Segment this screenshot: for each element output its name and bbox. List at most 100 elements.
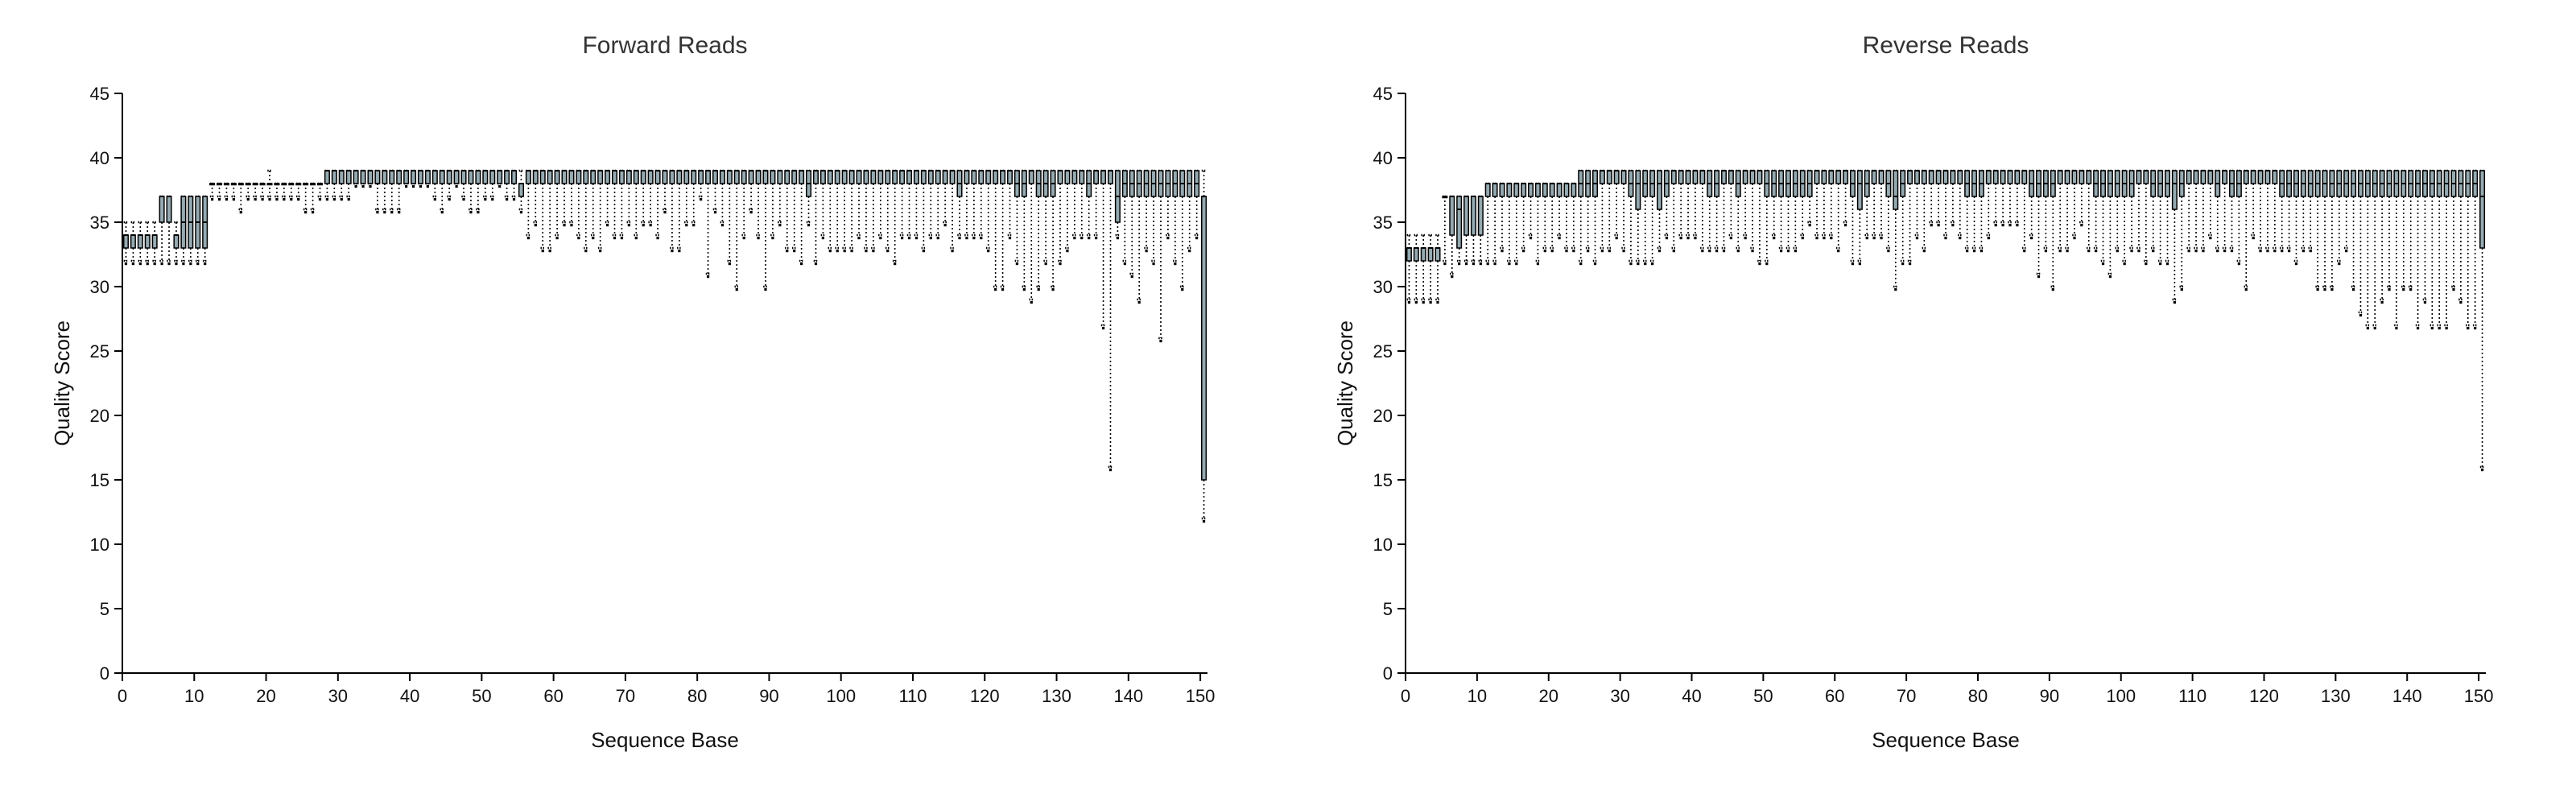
min-marker (671, 250, 674, 253)
iqr-box (2071, 170, 2078, 184)
y-axis-label: Quality Score (50, 320, 74, 446)
iqr-box (411, 170, 417, 184)
iqr-box (605, 170, 611, 184)
min-marker (239, 211, 242, 214)
iqr-box (345, 170, 352, 184)
iqr-box (633, 170, 639, 184)
min-marker (2066, 250, 2069, 253)
box-base-4 (1427, 233, 1434, 304)
iqr-box (1534, 183, 1541, 197)
min-marker (398, 211, 401, 214)
iqr-box (1613, 170, 1620, 184)
min-marker (354, 185, 357, 188)
iqr-box (1556, 183, 1563, 197)
box-base-28 (1599, 169, 1605, 253)
box-base-73 (640, 169, 646, 227)
box-base-52 (489, 169, 496, 201)
box-base-30 (1613, 169, 1620, 240)
min-marker (1922, 250, 1926, 253)
box-base-147 (2450, 169, 2457, 291)
box-base-119 (2250, 169, 2256, 240)
box-base-125 (1013, 169, 1020, 266)
min-marker (1451, 275, 1454, 279)
y-tick-label: 45 (90, 84, 109, 104)
iqr-box (1742, 170, 1748, 184)
min-marker (828, 250, 832, 253)
iqr-box (1856, 170, 1863, 210)
iqr-box (374, 170, 381, 184)
box-base-12 (202, 195, 208, 266)
min-marker (498, 185, 502, 188)
min-marker (700, 198, 703, 201)
min-marker (1108, 469, 1113, 472)
box-base-142 (1136, 169, 1142, 304)
iqr-box (382, 170, 388, 184)
min-marker (2137, 250, 2140, 253)
iqr-box (2021, 170, 2028, 184)
box-base-135 (2364, 169, 2371, 330)
min-marker (1515, 262, 1518, 266)
box-base-76 (662, 169, 668, 214)
box-base-60 (547, 169, 553, 253)
chart-title: Forward Reads (582, 32, 747, 59)
iqr-box (1528, 183, 1534, 197)
box-base-77 (669, 169, 675, 253)
box-base-133 (1071, 169, 1078, 240)
min-marker (2281, 250, 2284, 253)
iqr-box (1456, 196, 1463, 249)
iqr-box (1449, 196, 1455, 236)
box-base-114 (935, 169, 941, 240)
min-marker (1773, 237, 1776, 240)
iqr-box (482, 170, 489, 184)
min-marker (936, 237, 939, 240)
iqr-box (2250, 170, 2256, 184)
box-base-98 (819, 169, 826, 240)
iqr-box (151, 234, 158, 249)
box-base-58 (1814, 169, 1820, 240)
iqr-box (2222, 170, 2228, 184)
box-base-124 (1006, 169, 1013, 240)
iqr-box (561, 170, 568, 184)
x-tick-label: 120 (2249, 686, 2279, 706)
box-base-138 (2386, 169, 2392, 291)
box-base-82 (1985, 169, 1992, 240)
min-marker (1915, 237, 1919, 240)
min-marker (548, 250, 551, 253)
iqr-box (1935, 170, 1942, 184)
box-base-23 (1563, 182, 1570, 253)
min-marker (872, 250, 875, 253)
min-marker (1729, 237, 1732, 240)
min-marker (2351, 288, 2355, 291)
min-marker (1901, 262, 1905, 266)
box-base-140 (2401, 169, 2407, 291)
min-marker (2187, 250, 2190, 253)
box-base-30 (331, 169, 337, 201)
min-marker (793, 250, 796, 253)
box-base-68 (605, 169, 611, 227)
box-base-121 (985, 169, 992, 253)
min-marker (1887, 250, 1890, 253)
min-marker (958, 237, 961, 240)
min-marker (1501, 250, 1504, 253)
iqr-box (927, 170, 934, 184)
min-marker (2216, 250, 2219, 253)
box-base-84 (2000, 169, 2006, 227)
box-base-35 (367, 169, 374, 188)
min-marker (2273, 250, 2277, 253)
min-marker (1572, 250, 1575, 253)
box-base-64 (1856, 169, 1863, 266)
box-base-143 (2421, 169, 2428, 304)
iqr-box (159, 196, 165, 223)
min-marker (900, 237, 904, 240)
box-base-93 (784, 169, 791, 253)
iqr-box (338, 170, 345, 184)
min-marker (1422, 301, 1425, 304)
min-marker (1472, 262, 1476, 266)
iqr-box (2272, 170, 2278, 184)
min-marker (1188, 250, 1191, 253)
iqr-box (367, 170, 374, 184)
box-base-43 (424, 169, 431, 188)
box-base-16 (230, 182, 237, 201)
min-marker (627, 224, 630, 227)
min-marker (778, 224, 782, 227)
